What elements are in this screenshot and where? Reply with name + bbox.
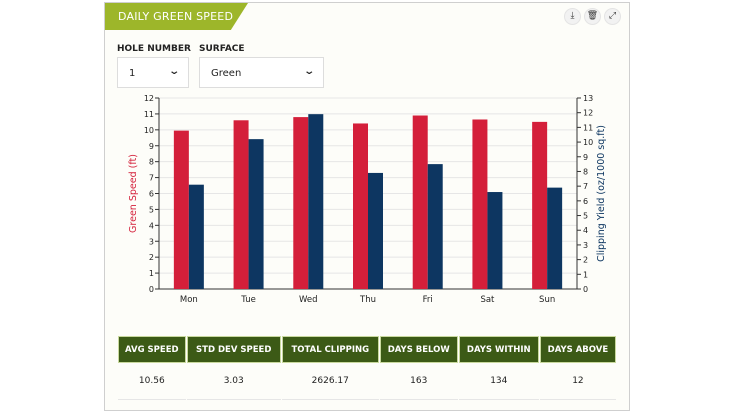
hole-number-label: HOLE NUMBER [117,44,191,54]
stats-header: DAYS ABOVE [539,336,616,363]
stats-value: 2626.17 [281,363,379,400]
stats-header: AVG SPEED [118,336,186,363]
surface-value: Green [211,68,242,79]
surface-select[interactable]: Green ⌄ [199,57,324,88]
stats-value: 10.56 [118,363,186,400]
surface-label: SURFACE [199,44,245,54]
widget-title-tab: DAILY GREEN SPEED [105,3,248,30]
stats-value: 163 [379,363,458,400]
expand-icon[interactable]: ⤢ [604,8,621,25]
stats-header: DAYS WITHIN [458,336,539,363]
stats-table: AVG SPEED STD DEV SPEED TOTAL CLIPPING DAYS… [117,336,617,400]
stats-value: 12 [539,363,616,400]
stats-value: 134 [458,363,539,400]
widget-title: DAILY GREEN SPEED [118,10,234,23]
chevron-down-icon: ⌄ [302,66,315,77]
daily-green-speed-widget: DAILY GREEN SPEED ⤓ 🗑 ⤢ HOLE NUMBER SURF… [104,2,630,411]
hole-number-value: 1 [129,68,136,79]
stats-header: TOTAL CLIPPING [281,336,379,363]
download-icon[interactable]: ⤓ [564,8,581,25]
stats-header: DAYS BELOW [379,336,458,363]
trash-icon[interactable]: 🗑 [584,8,601,25]
hole-number-select[interactable]: 1 ⌄ [117,57,189,88]
chevron-down-icon: ⌄ [167,66,180,77]
stats-header: STD DEV SPEED [186,336,281,363]
stats-value: 3.03 [186,363,281,400]
